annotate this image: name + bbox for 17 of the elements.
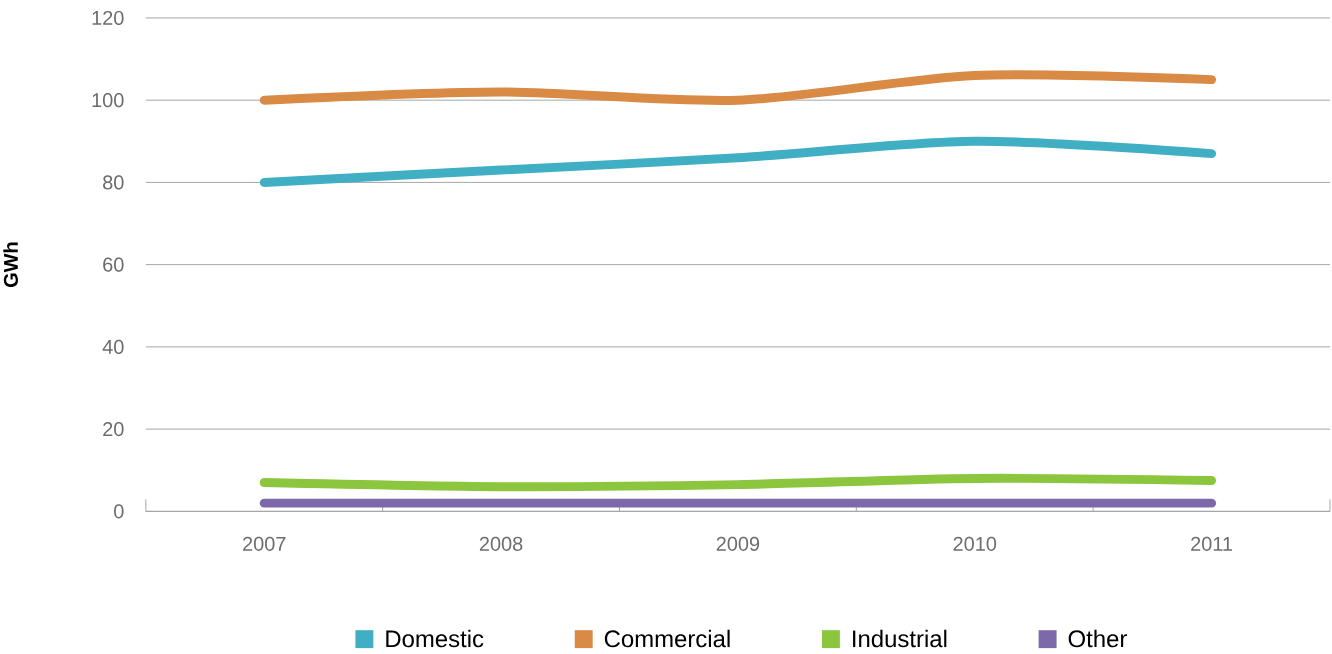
y-axis-title: GWh	[3, 242, 18, 288]
y-tick-label: 40	[102, 339, 124, 354]
x-tick-label: 2010	[953, 536, 997, 551]
legend-label: Commercial	[604, 629, 730, 648]
y-tick-label: 100	[92, 93, 124, 108]
y-tick-label: 60	[103, 257, 124, 272]
x-tick-label: 2011	[1191, 536, 1233, 551]
y-tick-label: 80	[103, 175, 124, 190]
x-tick-label: 2009	[716, 536, 760, 551]
y-tick-label: 20	[103, 422, 124, 437]
y-tick-label: 120	[92, 10, 124, 26]
legend-label: Other	[1068, 629, 1127, 648]
y-tick-label: 0	[114, 504, 124, 519]
legend-label: Domestic	[386, 629, 484, 648]
x-tick-label: 2008	[479, 536, 523, 551]
x-tick-label: 2007	[243, 536, 286, 551]
legend-label: Industrial	[853, 629, 947, 648]
